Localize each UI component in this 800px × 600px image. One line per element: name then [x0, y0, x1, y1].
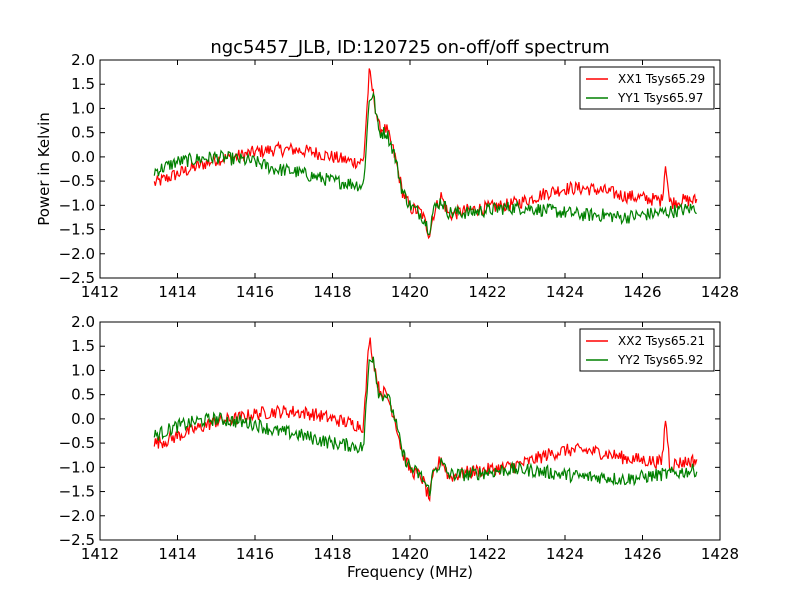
y-tick-label: −0.5 — [59, 434, 95, 452]
y-tick-label: 1.0 — [71, 361, 95, 379]
x-tick-label: 1412 — [81, 283, 119, 301]
x-tick-label: 1426 — [623, 545, 661, 563]
y-tick-label: 0.5 — [71, 386, 95, 404]
y-tick-label: 0.0 — [71, 410, 95, 428]
y-tick-label: 0.0 — [71, 148, 95, 166]
x-tick-label: 1414 — [158, 283, 196, 301]
y-tick-label: 0.5 — [71, 124, 95, 142]
x-tick-label: 1428 — [701, 545, 739, 563]
y-tick-label: −1.5 — [59, 221, 95, 239]
legend-label: YY1 Tsys65.97 — [617, 91, 703, 105]
legend-label: XX1 Tsys65.29 — [618, 72, 705, 86]
panel-2: 1412 1414 1416 1418 1420 1422 1424 1426 1428 2.0 1… — [59, 313, 740, 563]
series-line-green-2 — [153, 356, 698, 497]
x-axis-label: Frequency (MHz) — [347, 563, 473, 581]
legend-label: YY2 Tsys65.92 — [617, 353, 703, 367]
y-tick-label: 1.0 — [71, 99, 95, 117]
legend: XX1 Tsys65.29 YY1 Tsys65.97 — [579, 66, 715, 110]
y-tick-label: 1.5 — [71, 75, 95, 93]
panel-1: 1412 1414 1416 1418 1420 1422 1424 1426 1428 2.0 1… — [59, 51, 740, 301]
x-tick-label: 1428 — [701, 283, 739, 301]
y-tick-label: −2.0 — [59, 245, 95, 263]
x-tick-label: 1416 — [236, 545, 274, 563]
x-tick-label: 1420 — [391, 545, 429, 563]
x-tick-label: 1422 — [468, 545, 506, 563]
x-tick-label: 1424 — [546, 283, 584, 301]
y-tick-label: 2.0 — [71, 51, 95, 69]
legend: XX2 Tsys65.21 YY2 Tsys65.92 — [579, 328, 715, 372]
series-line-green-1 — [153, 91, 697, 236]
legend-box — [579, 66, 715, 110]
y-tick-label: −1.5 — [59, 483, 95, 501]
x-tick-label: 1420 — [391, 283, 429, 301]
y-tick-label: 1.5 — [71, 337, 95, 355]
legend-label: XX2 Tsys65.21 — [618, 334, 705, 348]
chart-title: ngc5457_JLB, ID:120725 on-off/off spectr… — [210, 37, 609, 58]
y-tick-label: −2.5 — [59, 269, 95, 287]
x-tick-label: 1422 — [468, 283, 506, 301]
x-tick-label: 1414 — [158, 545, 196, 563]
x-tick-label: 1416 — [236, 283, 274, 301]
y-tick-label: −1.0 — [59, 196, 95, 214]
y-axis-label: Power in Kelvin — [35, 112, 53, 226]
series-line-red-1 — [153, 68, 698, 240]
y-tick-label: −2.5 — [59, 531, 95, 549]
panels-group: 1412 1414 1416 1418 1420 1422 1424 1426 1428 2.0 1… — [59, 51, 740, 563]
x-tick-label: 1426 — [623, 283, 661, 301]
y-tick-label: −0.5 — [59, 172, 95, 190]
x-tick-label: 1412 — [81, 545, 119, 563]
x-tick-label: 1418 — [313, 283, 351, 301]
y-tick-label: −1.0 — [59, 458, 95, 476]
y-tick-label: −2.0 — [59, 507, 95, 525]
legend-box — [579, 328, 715, 372]
x-tick-label: 1424 — [546, 545, 584, 563]
x-tick-label: 1418 — [313, 545, 351, 563]
y-tick-label: 2.0 — [71, 313, 95, 331]
